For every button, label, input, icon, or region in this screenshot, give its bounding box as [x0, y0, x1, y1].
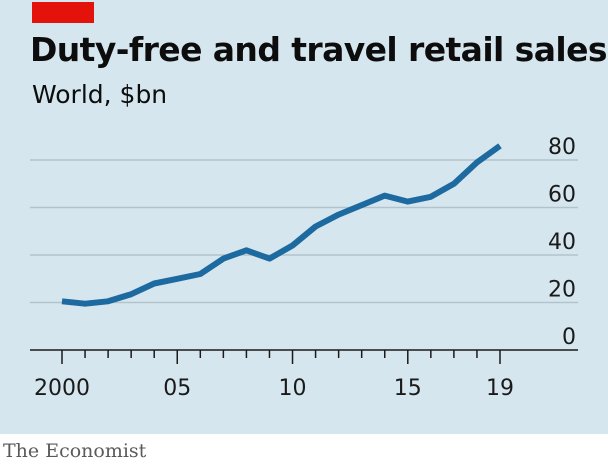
x-tick-label: 15	[394, 376, 422, 401]
chart-subtitle: World, $bn	[32, 80, 168, 109]
y-tick-label: 20	[548, 278, 576, 303]
x-tick-label: 19	[486, 376, 514, 401]
brand-tag	[32, 2, 94, 23]
sales-series-line	[61, 143, 502, 307]
y-tick-label: 40	[548, 230, 576, 255]
line-chart: 0 20 40 60 80 2000 05 10 15 19	[30, 135, 578, 401]
y-tick-label: 80	[548, 135, 576, 160]
source-credit: The Economist	[3, 440, 147, 462]
x-tick-label: 05	[163, 376, 191, 401]
x-tick-label: 2000	[34, 376, 90, 401]
chart-card: Duty-free and travel retail sales World,…	[0, 0, 608, 434]
chart-title: Duty-free and travel retail sales	[30, 30, 608, 69]
y-tick-label: 60	[548, 183, 576, 208]
y-tick-label: 0	[562, 325, 576, 350]
x-tick-label: 10	[279, 376, 307, 401]
